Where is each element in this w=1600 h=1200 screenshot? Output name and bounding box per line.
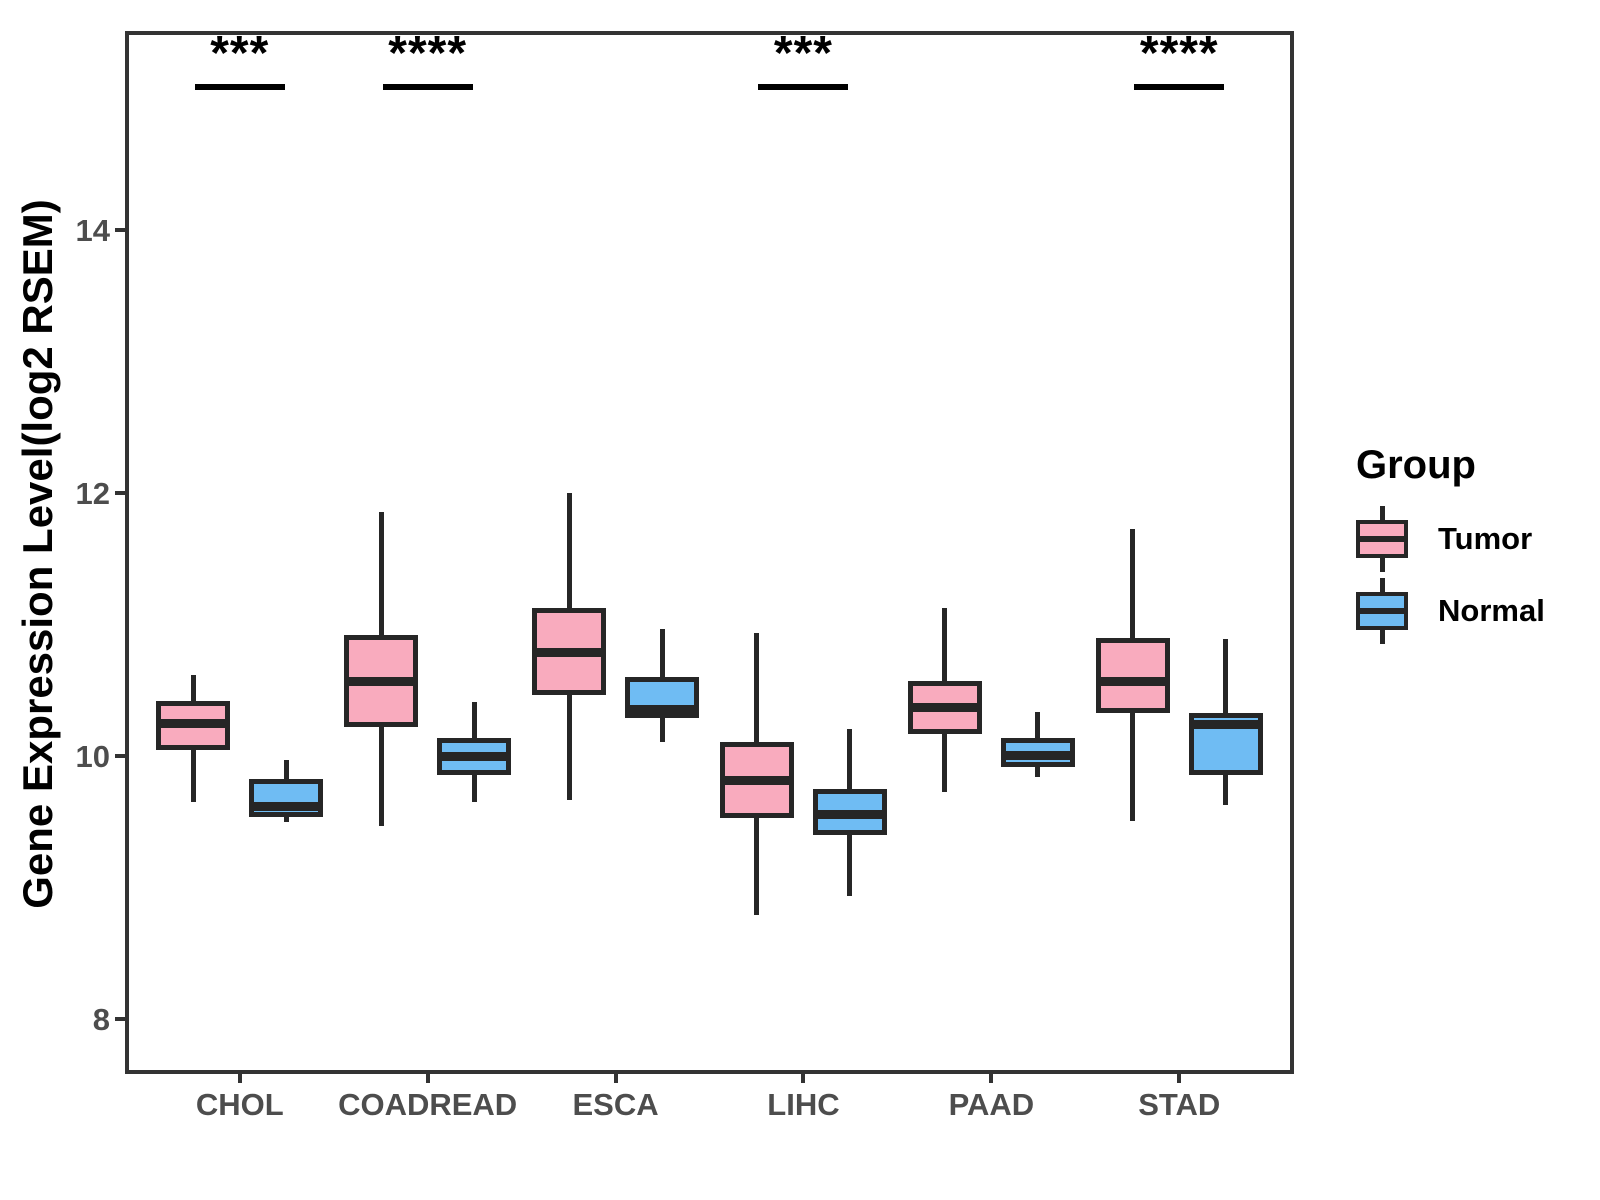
lower-whisker-tumor-paad: [942, 733, 948, 792]
legend-glyph-upper-whisker: [1380, 578, 1385, 593]
box-normal-chol: [249, 778, 324, 817]
upper-whisker-normal-lihc: [847, 728, 853, 790]
legend-items: Tumor Normal: [1356, 506, 1545, 644]
lower-whisker-tumor-esca: [566, 694, 572, 800]
legend-boxplot-glyph-normal: [1356, 578, 1408, 644]
legend-title: Group: [1356, 443, 1476, 487]
y-tick-mark: [115, 1017, 125, 1022]
upper-whisker-tumor-paad: [942, 607, 948, 682]
y-axis-title: Gene Expression Level(log2 RSEM): [14, 199, 61, 909]
lower-whisker-tumor-lihc: [754, 818, 760, 916]
upper-whisker-tumor-esca: [566, 493, 572, 608]
legend-glyph-median: [1359, 536, 1405, 542]
y-tick-label: 8: [92, 1002, 110, 1038]
y-tick-label: 10: [75, 739, 110, 775]
significance-bar-lihc: [758, 84, 849, 90]
box-tumor-stad: [1095, 637, 1170, 713]
significance-bar-stad: [1134, 84, 1225, 90]
significance-label-stad: ****: [1139, 27, 1219, 80]
legend: Group Tumor Normal: [1356, 443, 1545, 650]
legend-label-tumor: Tumor: [1438, 521, 1533, 556]
median-tumor-paad: [910, 703, 979, 713]
significance-bar-coadread: [382, 84, 473, 90]
x-tick-label-coadread: COADREAD: [338, 1087, 518, 1122]
legend-glyph-lower-whisker: [1380, 629, 1385, 644]
lower-whisker-normal-stad: [1223, 774, 1229, 805]
x-tick-label-chol: CHOL: [195, 1087, 284, 1122]
legend-label-normal: Normal: [1438, 593, 1545, 628]
legend-glyph-upper-whisker: [1380, 506, 1385, 521]
median-tumor-coadread: [347, 676, 416, 686]
median-tumor-esca: [535, 647, 604, 657]
median-tumor-lihc: [722, 775, 791, 785]
upper-whisker-normal-stad: [1223, 639, 1229, 713]
median-normal-esca: [628, 704, 697, 714]
legend-glyph-lower-whisker: [1380, 557, 1385, 572]
lower-whisker-normal-chol: [283, 816, 289, 823]
median-normal-stad: [1191, 720, 1260, 730]
x-tick-mark: [801, 1072, 806, 1083]
upper-whisker-tumor-stad: [1130, 528, 1136, 638]
x-tick-label-paad: PAAD: [948, 1087, 1035, 1122]
median-normal-lihc: [815, 809, 884, 819]
legend-boxplot-glyph-tumor: [1356, 506, 1408, 572]
upper-whisker-normal-esca: [659, 628, 665, 678]
significance-label-chol: ***: [210, 27, 270, 80]
significance-label-coadread: ****: [388, 27, 467, 80]
median-tumor-stad: [1098, 676, 1167, 686]
significance-label-lihc: ***: [773, 27, 833, 80]
y-tick-label: 14: [75, 213, 110, 249]
median-tumor-chol: [159, 718, 228, 728]
upper-whisker-normal-coadread: [471, 702, 477, 738]
x-tick-mark: [613, 1072, 618, 1083]
y-tick-mark: [115, 754, 125, 759]
x-tick-label-stad: STAD: [1138, 1087, 1221, 1122]
x-tick-mark: [989, 1072, 994, 1083]
lower-whisker-normal-esca: [659, 718, 665, 742]
lower-whisker-tumor-stad: [1130, 712, 1136, 821]
x-tick-mark: [1177, 1072, 1182, 1083]
legend-glyph-median: [1359, 608, 1405, 614]
lower-whisker-normal-lihc: [847, 835, 853, 896]
median-normal-chol: [252, 801, 321, 811]
upper-whisker-tumor-chol: [190, 674, 196, 702]
x-tick-label-esca: ESCA: [572, 1087, 659, 1122]
x-tick-mark: [425, 1072, 430, 1083]
plot-panel: [125, 31, 1294, 1074]
x-tick-label-lihc: LIHC: [767, 1087, 840, 1122]
upper-whisker-normal-chol: [283, 760, 289, 779]
upper-whisker-tumor-coadread: [378, 511, 384, 636]
median-normal-paad: [1003, 750, 1072, 760]
y-tick-mark: [115, 228, 125, 233]
legend-item-normal: Normal: [1356, 578, 1545, 644]
legend-item-tumor: Tumor: [1356, 506, 1545, 572]
median-normal-coadread: [440, 751, 509, 761]
upper-whisker-normal-paad: [1035, 711, 1041, 738]
lower-whisker-tumor-chol: [190, 749, 196, 803]
y-tick-mark: [115, 491, 125, 496]
lower-whisker-tumor-coadread: [378, 727, 384, 827]
upper-whisker-tumor-lihc: [754, 632, 760, 742]
lower-whisker-normal-coadread: [471, 774, 477, 803]
lower-whisker-normal-paad: [1035, 766, 1041, 778]
significance-bar-chol: [194, 84, 285, 90]
y-tick-label: 12: [75, 476, 110, 512]
x-tick-mark: [237, 1072, 242, 1083]
